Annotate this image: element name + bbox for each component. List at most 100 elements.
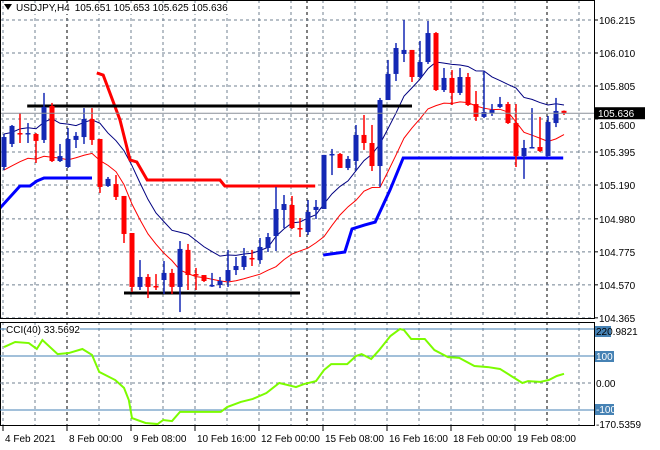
- time-axis-label: 8 Feb 00:00: [69, 434, 123, 445]
- candle-body: [153, 285, 159, 288]
- cci-panel-border: [0, 322, 595, 426]
- bullish-candle: [41, 92, 47, 144]
- bullish-candle: [481, 71, 487, 119]
- candle-body: [73, 135, 79, 140]
- bullish-candle: [209, 272, 215, 287]
- bullish-candle: [177, 241, 183, 313]
- price-axis-label: 106.215: [599, 16, 636, 27]
- candle-body: [41, 106, 47, 140]
- bearish-candle: [129, 233, 135, 292]
- bullish-candle: [225, 249, 231, 287]
- bearish-candle: [97, 138, 103, 193]
- lower-band-line: [0, 176, 92, 210]
- cci-axis-label: -100: [596, 405, 616, 416]
- candle-body: [305, 211, 311, 233]
- candle-body: [465, 76, 471, 106]
- bullish-candle: [489, 104, 495, 116]
- bullish-candle: [305, 199, 311, 235]
- bullish-candle: [441, 67, 447, 92]
- candle-body: [113, 184, 119, 197]
- bullish-candle: [521, 139, 527, 179]
- bullish-candle: [457, 67, 463, 96]
- time-axis-label: 19 Feb 08:00: [517, 434, 576, 445]
- time-axis-label: 18 Feb 00:00: [453, 434, 512, 445]
- candle-body: [185, 249, 191, 276]
- bearish-candle: [433, 32, 439, 92]
- candle-body: [209, 285, 215, 287]
- candle-body: [273, 209, 279, 237]
- bearish-candle: [49, 102, 55, 163]
- bullish-candle: [329, 148, 335, 176]
- candle-body: [265, 237, 271, 248]
- cci-line: [3, 327, 565, 426]
- bearish-candle: [17, 113, 23, 144]
- bearish-candle: [33, 133, 39, 163]
- candle-body: [9, 125, 15, 144]
- candle-body: [241, 256, 247, 267]
- bullish-candle: [353, 124, 359, 172]
- bullish-candle: [25, 123, 31, 144]
- current-price-label: 105.636: [598, 109, 635, 120]
- bullish-candle: [313, 199, 319, 219]
- candle-body: [321, 154, 327, 210]
- bullish-candle: [9, 124, 15, 148]
- time-axis-label: 15 Feb 08:00: [325, 434, 384, 445]
- candle-body: [337, 153, 343, 168]
- bullish-candle: [57, 143, 63, 163]
- candle-body: [297, 228, 303, 230]
- price-axis-label: 105.805: [599, 82, 636, 93]
- bearish-candle: [169, 268, 175, 295]
- bearish-candle: [89, 108, 95, 145]
- candle-body: [521, 147, 527, 157]
- candle-body: [545, 121, 551, 157]
- bearish-candle: [201, 275, 207, 282]
- candle-body: [57, 156, 63, 162]
- bearish-candle: [449, 70, 455, 106]
- candle-body: [145, 276, 151, 287]
- ohlc-values: 105.651 105.653 105.625 105.636: [74, 3, 228, 14]
- upper-band-line: [96, 71, 316, 188]
- bearish-candle: [473, 91, 479, 121]
- bearish-candle: [113, 175, 119, 200]
- candle-body: [65, 138, 71, 167]
- bullish-candle: [137, 260, 143, 290]
- time-axis-label: 10 Feb 16:00: [197, 434, 256, 445]
- candle-body: [353, 134, 359, 162]
- candle-body: [249, 257, 255, 260]
- candle-body: [233, 266, 239, 271]
- candle-body: [49, 105, 55, 162]
- bearish-candle: [513, 104, 519, 167]
- bullish-candle: [281, 195, 287, 229]
- cci-axis-label: -170.5359: [596, 420, 641, 431]
- bearish-candle: [145, 274, 151, 299]
- candle-body: [449, 77, 455, 93]
- price-axis-label: 104.775: [599, 248, 636, 259]
- candle-body: [177, 248, 183, 287]
- candle-body: [489, 109, 495, 114]
- bullish-candle: [401, 20, 407, 63]
- candle-body: [25, 133, 31, 135]
- bullish-candle: [377, 97, 383, 187]
- candle-body: [121, 195, 127, 234]
- bullish-candle: [81, 108, 87, 144]
- moving-average-high-line: [3, 61, 565, 257]
- triangle-down-icon[interactable]: [4, 4, 12, 10]
- candle-body: [457, 76, 463, 93]
- candle-body: [401, 49, 407, 54]
- bullish-candle: [529, 108, 535, 149]
- bearish-candle: [465, 72, 471, 106]
- chart-header: USDJPY,H4 105.651 105.653 105.625 105.636: [4, 3, 230, 14]
- price-axis-label: 104.980: [599, 215, 636, 226]
- candle-body: [529, 147, 535, 149]
- cci-axis-label: 100: [596, 352, 613, 363]
- candle-body: [425, 33, 431, 63]
- candle-body: [257, 247, 263, 261]
- bullish-candle: [257, 237, 263, 264]
- candle-body: [417, 62, 423, 77]
- lower-band-line: [322, 156, 564, 257]
- candle-body: [329, 153, 335, 156]
- candle-body: [361, 134, 367, 144]
- bullish-candle: [393, 43, 399, 82]
- candle-body: [89, 119, 95, 140]
